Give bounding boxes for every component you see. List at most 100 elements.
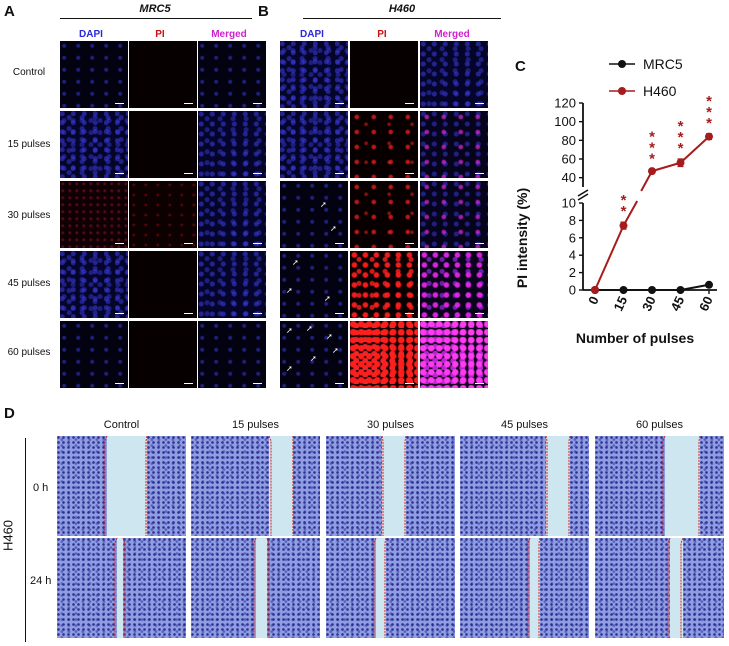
- h460-45-pi-image: [350, 251, 418, 318]
- mrc5-30-merged-image: [198, 181, 266, 248]
- y-axis-label: PI intensity (%): [514, 188, 530, 288]
- chart-marks: ******** ***: [591, 93, 713, 294]
- mrc5-group-title: MRC5: [139, 3, 171, 15]
- wound-edge-line: [373, 538, 377, 638]
- legend-mrc5-label: MRC5: [643, 56, 683, 72]
- x-tick-label: 45: [668, 294, 688, 313]
- data-point-h460: [591, 286, 599, 294]
- h460-pi-header: PI: [377, 29, 387, 40]
- mrc5-merged-header: Merged: [211, 29, 247, 40]
- wound-condition-label-60-pulses: 60 pulses: [635, 419, 684, 431]
- mrc5-60-pi-image: [129, 321, 197, 388]
- y-tick-label: 10: [562, 196, 576, 211]
- h460-control-merged-image: [420, 41, 488, 108]
- significance-star: *: [678, 118, 684, 135]
- h460-side-label: H460: [0, 519, 16, 552]
- y-tick-label: 80: [562, 133, 576, 148]
- data-point-mrc5: [705, 280, 713, 289]
- wound-image-45-pulses-0h: [460, 436, 589, 536]
- wound-edge-line: [680, 538, 684, 638]
- wound-condition-label-15-pulses: 15 pulses: [231, 419, 280, 431]
- mrc5-pi-header: PI: [155, 29, 165, 40]
- row-label-60-pulses: 60 pulses: [7, 347, 51, 358]
- row-label-15-pulses: 15 pulses: [7, 139, 51, 150]
- x-tick-label: 60: [696, 294, 716, 313]
- data-point-h460: [648, 167, 656, 176]
- mrc5-15-merged-image: [198, 111, 266, 178]
- mrc5-45-merged-image: [198, 251, 266, 318]
- h460-side-label-wrap: H460: [0, 520, 20, 551]
- wound-edge-line: [253, 538, 257, 638]
- legend-mrc5-marker: [618, 60, 626, 68]
- y-tick-label: 4: [569, 248, 576, 263]
- mrc5-30-pi-image: [129, 181, 197, 248]
- h460-60-dapi-image: ➚ ➚ ➚ ➚ ➚ ➚: [280, 321, 348, 388]
- wound-image-15-pulses-0h: [191, 436, 320, 536]
- series-line-h460: [679, 135, 710, 164]
- series-line-h460: [594, 225, 625, 291]
- mrc5-15-pi-image: [129, 111, 197, 178]
- timepoint-label-24h: 24 h: [30, 575, 52, 587]
- significance-star: *: [649, 150, 655, 167]
- data-point-h460: [619, 221, 628, 230]
- wound-edge-line: [568, 436, 571, 536]
- h460-60-pi-image: [350, 321, 418, 388]
- row-label-45-pulses: 45 pulses: [7, 278, 51, 289]
- wound-condition-label-control: Control: [103, 419, 140, 431]
- significance-star: *: [649, 139, 655, 156]
- mrc5-30-dapi-image: [60, 181, 128, 248]
- wound-edge-line: [698, 436, 701, 536]
- panel-b-letter: B: [258, 3, 269, 20]
- data-point-mrc5: [619, 286, 628, 294]
- panel-d-letter: D: [4, 405, 15, 422]
- significance-star: *: [706, 115, 712, 132]
- h460-merged-header: Merged: [434, 29, 470, 40]
- h460-group-title: H460: [388, 3, 416, 15]
- mrc5-group-line: [60, 18, 252, 19]
- wound-image-15-pulses-24h: [191, 538, 320, 638]
- significance-star: *: [678, 129, 684, 146]
- wound-condition-label-45-pulses: 45 pulses: [500, 419, 549, 431]
- wound-edge-line: [381, 436, 384, 536]
- h460-15-pi-image: [350, 111, 418, 178]
- wound-image-30-pulses-0h: [326, 436, 455, 536]
- significance-star: *: [621, 192, 627, 209]
- x-axis-label: Number of pulses: [576, 330, 694, 346]
- mrc5-control-dapi-image: [60, 41, 128, 108]
- h460-60-merged-image: [420, 321, 488, 388]
- y-tick-label: 100: [554, 114, 576, 129]
- h460-group-line: [303, 18, 501, 19]
- h460-15-merged-image: [420, 111, 488, 178]
- wound-image-45-pulses-24h: [460, 538, 589, 638]
- mrc5-60-merged-image: [198, 321, 266, 388]
- wound-edge-line: [404, 436, 407, 536]
- wound-edge-line: [268, 436, 272, 536]
- wound-edge-line: [662, 436, 666, 536]
- wound-edge-line: [545, 436, 548, 536]
- significance-star: *: [706, 104, 712, 121]
- mrc5-15-dapi-image: [60, 111, 128, 178]
- wound-condition-label-30-pulses: 30 pulses: [366, 419, 415, 431]
- h460-45-merged-image: [420, 251, 488, 318]
- x-tick-label: 15: [611, 294, 631, 313]
- y-tick-label: 8: [569, 213, 576, 228]
- mrc5-control-pi-image: [129, 41, 197, 108]
- h460-side-bracket: [25, 438, 26, 642]
- significance-star: *: [649, 128, 655, 145]
- data-point-mrc5: [676, 286, 685, 294]
- y-tick-label: 6: [569, 230, 576, 245]
- h460-30-dapi-image: ➚ ➚: [280, 181, 348, 248]
- wound-image-control-0h: [57, 436, 186, 536]
- h460-45-dapi-image: ➚ ➚ ➚: [280, 251, 348, 318]
- h460-dapi-header: DAPI: [300, 29, 324, 40]
- x-tick-label: 30: [639, 294, 659, 313]
- wound-edge-line: [384, 538, 387, 638]
- wound-image-60-pulses-24h: [595, 538, 724, 638]
- axis-break-mark: [577, 193, 589, 201]
- wound-edge-line: [104, 436, 108, 536]
- wound-edge-line: [667, 538, 671, 638]
- wound-edge-line: [538, 538, 541, 638]
- y-tick-label: 2: [569, 265, 576, 280]
- x-tick-label: 0: [585, 294, 602, 307]
- wound-edge-line: [266, 538, 270, 638]
